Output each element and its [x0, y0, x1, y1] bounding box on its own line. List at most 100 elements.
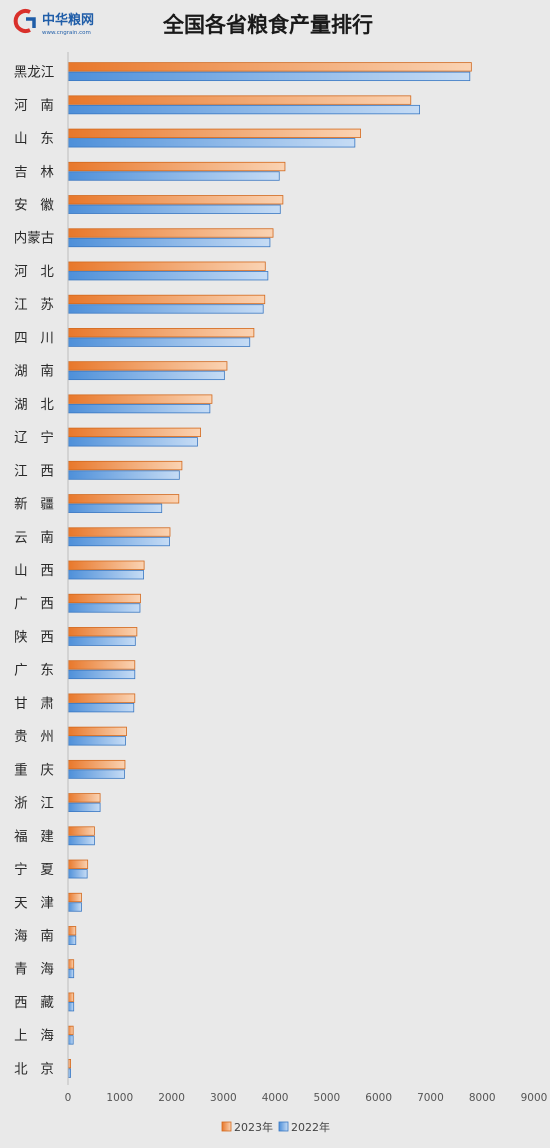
category-label: 江 西: [14, 463, 54, 479]
category-label: 青 海: [14, 962, 54, 978]
category-label: 上 海: [14, 1028, 54, 1044]
bar-2022: [67, 802, 101, 812]
category-label: 新 疆: [14, 497, 54, 513]
bar-2022: [67, 968, 75, 979]
category-label: 海 南: [14, 928, 54, 944]
bar-2023: [67, 627, 138, 637]
bar-2022: [67, 71, 471, 82]
logo: 中华粮网 www.cngrain.com: [13, 9, 94, 36]
category-label: 甘 肃: [14, 696, 54, 712]
x-axis-ticks: 0 1000 2000 3000 4000 5000 6000 7000 8000 9000: [65, 1092, 548, 1104]
category-label: 山 东: [14, 131, 54, 147]
bar-2023: [67, 494, 180, 504]
category-label: 吉 林: [14, 164, 54, 180]
bar-2023: [67, 992, 75, 1002]
x-tick-label: 8000: [469, 1092, 496, 1104]
bar-2023: [67, 660, 136, 670]
bar-2022: [67, 437, 198, 447]
bar-2022: [67, 669, 136, 680]
bar-2022: [67, 271, 269, 281]
category-label: 西 藏: [14, 995, 54, 1011]
bar-2022: [67, 1035, 74, 1045]
category-label: 广 东: [14, 663, 54, 679]
logo-name: 中华粮网: [42, 12, 94, 28]
legend-label-2022: 2022年: [291, 1120, 330, 1134]
bar-2022: [67, 304, 264, 314]
bar-2022: [67, 636, 136, 646]
bar-2022: [67, 237, 271, 248]
category-label: 黑龙江: [14, 65, 55, 81]
category-label: 河 南: [14, 98, 54, 114]
x-tick-label: 2000: [158, 1092, 185, 1104]
bar-2023: [67, 926, 77, 936]
x-tick-label: 0: [65, 1092, 72, 1104]
legend-swatch-2022: [278, 1121, 289, 1132]
category-label: 贵 州: [14, 729, 54, 745]
category-label: 湖 北: [14, 397, 54, 413]
bar-2022: [67, 1002, 75, 1012]
x-tick-label: 6000: [365, 1092, 392, 1104]
chart-title: 全国各省粮食产量排行: [162, 12, 373, 37]
category-label: 北 京: [14, 1061, 54, 1077]
legend: 2023年 2022年: [221, 1120, 330, 1134]
bar-2023: [67, 95, 412, 105]
bar-2023: [67, 228, 274, 238]
bar-2023: [67, 959, 75, 969]
category-label: 湖 南: [14, 364, 54, 380]
bar-2023: [67, 726, 127, 737]
bar-2022: [67, 171, 280, 181]
bar-2022: [67, 503, 163, 513]
bar-2023: [67, 128, 361, 138]
category-label: 重 庆: [14, 762, 54, 778]
bar-2023: [67, 161, 286, 172]
bar-2023: [67, 328, 255, 338]
bar-2023: [67, 826, 95, 836]
category-label: 内蒙古: [14, 231, 55, 247]
bar-group: [67, 62, 472, 1078]
bar-2023: [67, 593, 141, 604]
bar-2022: [67, 703, 135, 713]
bar-2022: [67, 403, 211, 414]
category-label: 江 苏: [14, 297, 54, 313]
bar-2023: [67, 261, 266, 271]
bar-2022: [67, 570, 144, 580]
category-label: 山 西: [14, 563, 54, 579]
bar-2022: [67, 736, 126, 746]
bar-2023: [67, 892, 82, 903]
bar-2023: [67, 460, 183, 471]
bar-2022: [67, 835, 95, 846]
x-tick-label: 7000: [417, 1092, 444, 1104]
x-tick-label: 4000: [262, 1092, 289, 1104]
bar-2022: [67, 902, 82, 912]
bar-2022: [67, 138, 356, 148]
legend-label-2023: 2023年: [234, 1120, 273, 1134]
bar-2023: [67, 759, 126, 770]
bar-2023: [67, 62, 472, 72]
bar-2023: [67, 527, 171, 537]
x-tick-label: 5000: [314, 1092, 341, 1104]
category-label: 福 建: [14, 829, 54, 845]
bar-2023: [67, 560, 145, 570]
x-tick-label: 9000: [521, 1092, 548, 1104]
category-label: 辽 宁: [14, 429, 54, 446]
category-label: 宁 夏: [14, 861, 54, 878]
bar-2023: [67, 793, 101, 803]
bar-2022: [67, 769, 125, 779]
bar-2023: [67, 195, 284, 205]
bar-2022: [67, 370, 225, 381]
bar-2022: [67, 204, 281, 214]
category-label: 河 北: [14, 264, 54, 280]
bar-2023: [67, 859, 89, 869]
category-label: 天 津: [14, 895, 54, 911]
bar-2022: [67, 935, 77, 945]
bar-2023: [67, 1025, 74, 1036]
legend-swatch-2023: [221, 1121, 232, 1132]
category-label: 广 西: [14, 596, 54, 612]
logo-mark-icon: [13, 9, 36, 33]
category-label: 云 南: [14, 530, 54, 546]
bar-2023: [67, 294, 266, 305]
bar-2022: [67, 337, 251, 347]
bar-2023: [67, 693, 136, 703]
